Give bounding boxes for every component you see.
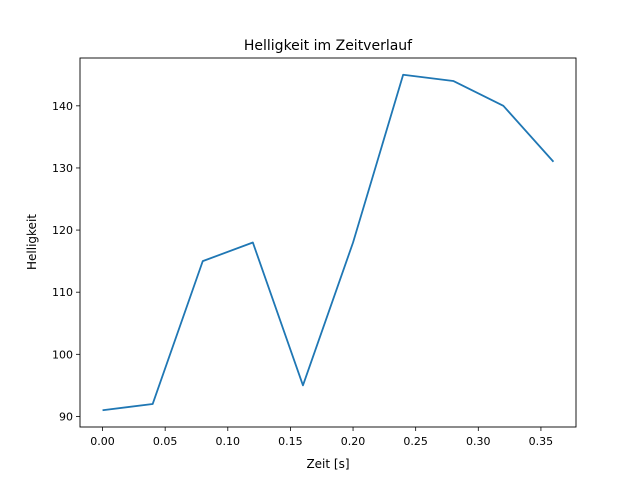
y-tick-label: 90 bbox=[59, 410, 73, 423]
x-tick-label: 0.20 bbox=[341, 435, 366, 448]
series-line-helligkeit bbox=[102, 73, 555, 412]
x-tick-label: 0.00 bbox=[90, 435, 115, 448]
y-tick-label: 120 bbox=[52, 224, 73, 237]
x-tick-label: 0.10 bbox=[216, 435, 241, 448]
x-tick-label: 0.30 bbox=[466, 435, 491, 448]
y-tick-label: 140 bbox=[52, 100, 73, 113]
y-tick-label: 130 bbox=[52, 162, 73, 175]
x-axis-label: Zeit [s] bbox=[306, 457, 349, 471]
x-tick-label: 0.05 bbox=[153, 435, 178, 448]
x-tick-label: 0.15 bbox=[278, 435, 303, 448]
plot-frame bbox=[79, 57, 577, 428]
y-tick-label: 100 bbox=[52, 348, 73, 361]
y-tick-label: 110 bbox=[52, 286, 73, 299]
chart-title: Helligkeit im Zeitverlauf bbox=[244, 38, 413, 54]
x-tick-label: 0.35 bbox=[529, 435, 554, 448]
y-axis-label: Helligkeit bbox=[25, 214, 39, 270]
x-tick-label: 0.25 bbox=[403, 435, 428, 448]
